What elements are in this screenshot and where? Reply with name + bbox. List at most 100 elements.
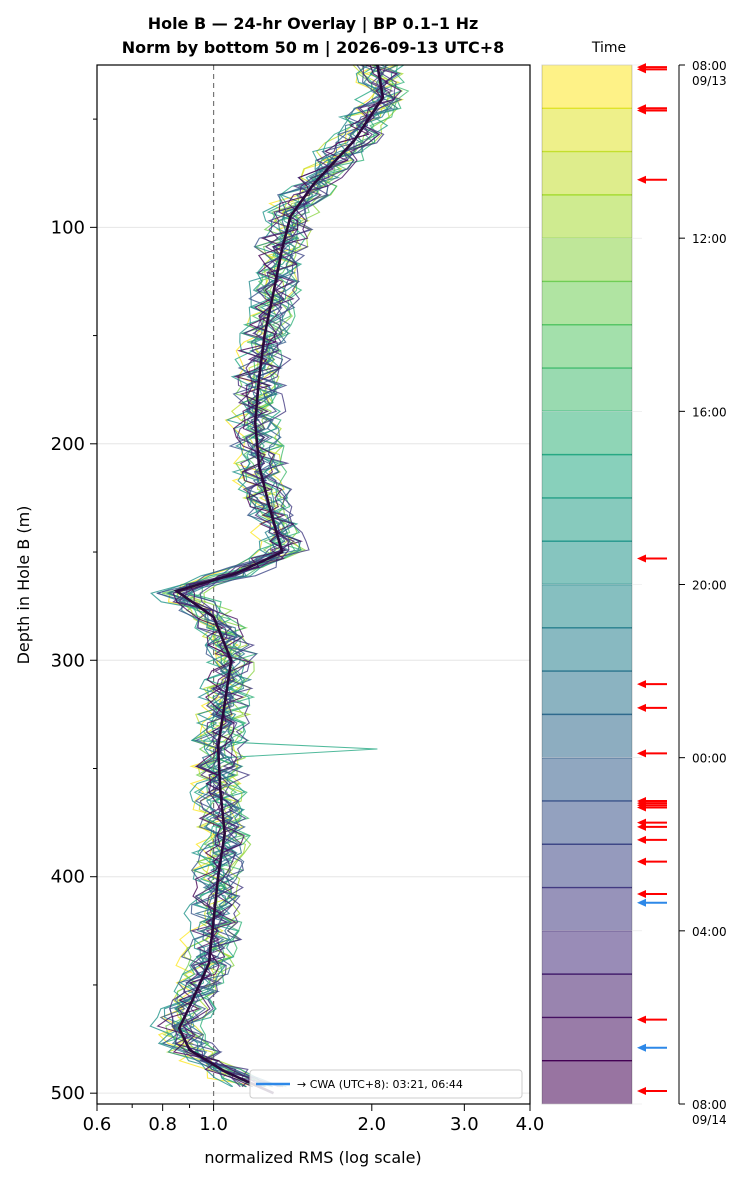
trace-18 bbox=[156, 65, 386, 1088]
trace-13 bbox=[156, 65, 388, 1088]
colorbar-band-24 bbox=[542, 1060, 632, 1104]
legend-box bbox=[249, 1069, 523, 1099]
time-tick-line: 08:00 bbox=[692, 1098, 727, 1112]
arrow-head bbox=[637, 175, 646, 184]
colorbar-band-3 bbox=[542, 151, 632, 195]
colorbar-band-16 bbox=[542, 714, 632, 758]
trace-24 bbox=[156, 65, 389, 1088]
x-tick-label: 3.0 bbox=[450, 1114, 479, 1135]
event-arrow-red bbox=[637, 65, 667, 74]
event-arrow-red bbox=[637, 835, 667, 844]
colorbar-band-15 bbox=[542, 671, 632, 715]
event-arrow-red bbox=[637, 1015, 667, 1024]
arrow-head bbox=[637, 803, 646, 812]
colorbar-band-18 bbox=[542, 800, 632, 845]
trace-6 bbox=[162, 65, 383, 1088]
legend: → CWA (UTC+8): 03:21, 06:44 bbox=[249, 1069, 523, 1099]
event-arrow-red bbox=[637, 803, 667, 812]
event-arrow-blue bbox=[637, 1043, 667, 1052]
arrow-head bbox=[637, 857, 646, 866]
colorbar-band-13 bbox=[542, 584, 632, 628]
legend-entry: → CWA (UTC+8): 03:21, 06:44 bbox=[297, 1078, 463, 1091]
arrow-head bbox=[637, 890, 646, 899]
event-arrow-red bbox=[637, 749, 667, 758]
x-tick-label: 1.0 bbox=[199, 1114, 228, 1135]
arrow-head bbox=[637, 749, 646, 758]
time-tick-line: 20:00 bbox=[692, 579, 727, 593]
colorbar-band-22 bbox=[542, 974, 632, 1018]
time-tick-label: 08:00 09/13 bbox=[692, 59, 727, 88]
y-tick-label: 200 bbox=[51, 434, 85, 455]
event-arrow-red bbox=[637, 106, 667, 115]
time-tick-line: 00:00 bbox=[692, 752, 727, 766]
event-arrow-red bbox=[637, 703, 667, 712]
colorbar-band-23 bbox=[542, 1017, 632, 1061]
event-arrow-red bbox=[637, 1087, 667, 1096]
event-arrow-red bbox=[637, 890, 667, 899]
colorbar: Time bbox=[541, 40, 633, 1105]
colorbar-band-5 bbox=[542, 238, 632, 282]
y-tick-label: 100 bbox=[51, 217, 85, 238]
colorbar-band-21 bbox=[542, 930, 632, 975]
trace-12 bbox=[149, 65, 386, 1088]
x-tick-label: 2.0 bbox=[357, 1114, 386, 1135]
time-tick-line: 08:00 bbox=[692, 59, 727, 73]
trace-11 bbox=[176, 65, 405, 1088]
event-arrows bbox=[637, 63, 667, 1096]
colorbar-band-17 bbox=[542, 757, 632, 801]
colorbar-band-12 bbox=[542, 541, 632, 585]
event-arrow-red bbox=[637, 822, 667, 831]
time-tick-label: 16:00 bbox=[692, 405, 727, 419]
colorbar-band-11 bbox=[542, 497, 632, 542]
arrow-head bbox=[637, 1087, 646, 1096]
axes: 0.6 0.8 1.0 2.0 3.0 4.0 100 200 300 400 500 bbox=[51, 64, 545, 1135]
time-tick-label: 20:00 bbox=[692, 579, 727, 593]
chart-title: Hole B — 24-hr Overlay | BP 0.1–1 Hz Nor… bbox=[122, 14, 505, 58]
title-line-2: Norm by bottom 50 m | 2026-09-13 UTC+8 bbox=[122, 38, 505, 58]
colorbar-band-20 bbox=[542, 887, 632, 931]
trace-3 bbox=[162, 65, 387, 1088]
arrow-head bbox=[637, 822, 646, 831]
arrow-head bbox=[637, 1015, 646, 1024]
x-tick-label: 4.0 bbox=[516, 1114, 545, 1135]
colorbar-band-8 bbox=[542, 368, 632, 412]
colorbar-band-14 bbox=[542, 627, 632, 672]
arrow-head bbox=[637, 1043, 646, 1052]
colorbar-band-6 bbox=[542, 281, 632, 325]
event-arrow-red bbox=[637, 175, 667, 184]
time-tick-line: 04:00 bbox=[692, 925, 727, 939]
time-tick-line: 16:00 bbox=[692, 405, 727, 419]
x-tick-label: 0.6 bbox=[83, 1114, 112, 1135]
colorbar-title: Time bbox=[591, 40, 626, 56]
time-tick-line: 09/13 bbox=[692, 74, 727, 88]
colorbar-band-7 bbox=[542, 324, 632, 369]
colorbar-band-1 bbox=[542, 65, 632, 109]
time-tick-label: 08:00 09/14 bbox=[692, 1098, 727, 1127]
event-arrow-blue bbox=[637, 898, 667, 907]
arrow-head bbox=[637, 898, 646, 907]
y-tick-label: 500 bbox=[51, 1083, 85, 1104]
event-arrow-red bbox=[637, 857, 667, 866]
time-tick-label: 12:00 bbox=[692, 232, 727, 246]
arrow-head bbox=[637, 680, 646, 689]
event-arrow-red bbox=[637, 554, 667, 563]
x-tick-label: 0.8 bbox=[148, 1114, 177, 1135]
time-axis: 08:00 09/1312:0016:0020:0000:0004:0008:00… bbox=[542, 59, 727, 1127]
time-tick-line: 09/14 bbox=[692, 1113, 727, 1127]
colorbar-band-19 bbox=[542, 844, 632, 888]
colorbar-band-2 bbox=[542, 108, 632, 152]
colorbar-band-9 bbox=[542, 411, 632, 455]
plot-area bbox=[97, 65, 530, 1104]
y-tick-label: 300 bbox=[51, 650, 85, 671]
y-axis-label: Depth in Hole B (m) bbox=[14, 506, 33, 665]
traces bbox=[149, 65, 410, 1095]
trace-23 bbox=[181, 65, 402, 1088]
arrow-head bbox=[637, 835, 646, 844]
time-tick-line: 12:00 bbox=[692, 232, 727, 246]
arrow-head bbox=[637, 65, 646, 74]
event-arrow-red bbox=[637, 680, 667, 689]
time-tick-label: 04:00 bbox=[692, 925, 727, 939]
plot-frame bbox=[96, 64, 531, 1105]
